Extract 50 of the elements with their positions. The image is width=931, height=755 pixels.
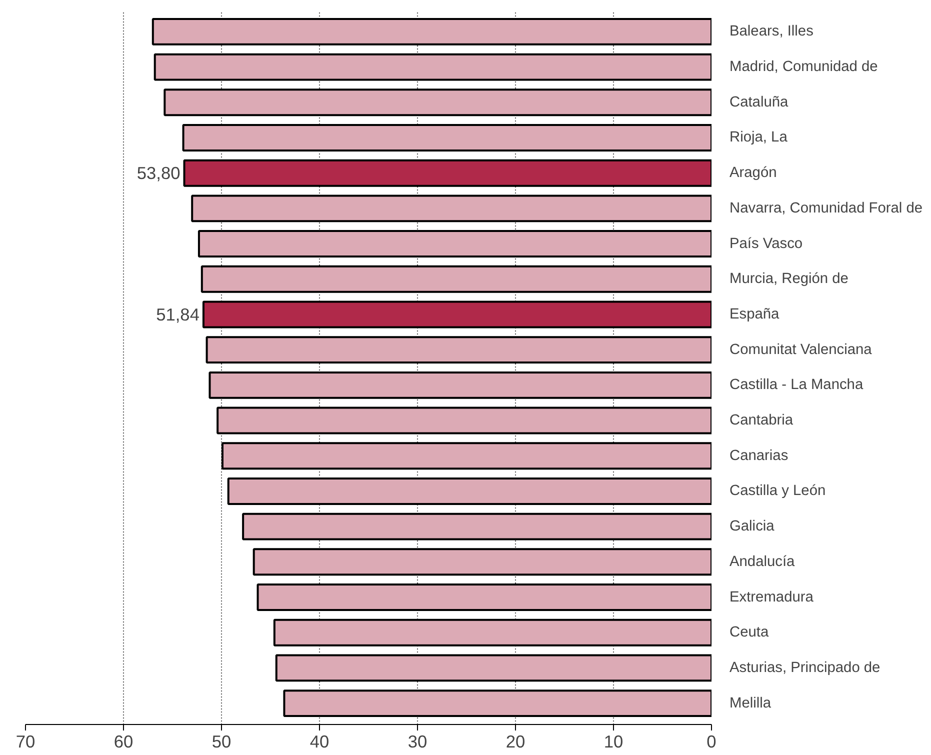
bar (154, 53, 712, 81)
bar (164, 88, 712, 116)
bar (283, 690, 712, 718)
y-tick-label: Canarias (730, 448, 788, 464)
y-tick-label: Castilla - La Mancha (730, 377, 864, 394)
y-tick-label: Andalucía (730, 554, 796, 570)
bar (227, 477, 712, 505)
y-tick-label: Ceuta (730, 624, 770, 641)
bar (206, 336, 712, 364)
y-tick-label: País Vasco (730, 236, 803, 252)
y-tick-label: Extremadura (730, 589, 814, 606)
x-tick-label: 40 (310, 732, 330, 752)
bar (182, 124, 712, 152)
bar (198, 230, 712, 258)
x-tick-label: 0 (706, 732, 716, 752)
y-tick-label: Cataluña (730, 94, 790, 110)
bar (208, 371, 712, 399)
y-tick-label: Aragón (730, 165, 777, 182)
y-tick-label: España (730, 306, 780, 322)
x-tick-label: 70 (16, 732, 36, 752)
y-tick-label: Madrid, Comunidad de (730, 59, 878, 76)
bar (273, 618, 712, 646)
y-tick-label: Melilla (730, 695, 772, 712)
y-tick-label: Rioja, La (730, 130, 788, 146)
x-tick-label: 50 (212, 732, 232, 752)
y-tick-label: Murcia, Región de (730, 271, 848, 288)
data-label: 51,84 (156, 304, 200, 324)
bar (256, 584, 712, 611)
bar (242, 512, 712, 540)
bar (200, 265, 712, 293)
x-tick-label: 20 (506, 732, 526, 752)
y-tick-label: Galicia (730, 518, 776, 535)
bar (221, 442, 712, 470)
bar (216, 406, 712, 434)
y-tick-label: Cantabria (730, 412, 794, 429)
bar (275, 654, 712, 682)
y-tick-label: Asturias, Principado de (730, 660, 880, 676)
x-tick-label: 10 (604, 732, 624, 752)
bar (202, 300, 712, 328)
y-tick-label: Comunitat Valenciana (730, 342, 873, 358)
y-tick-label: Castilla y León (730, 483, 826, 500)
bar (191, 194, 712, 222)
x-tick-label: 30 (408, 732, 428, 752)
x-tick-label: 60 (114, 732, 134, 752)
bar (183, 159, 712, 187)
data-label: 53,80 (136, 163, 180, 184)
bar (152, 18, 712, 46)
bar (252, 548, 712, 576)
y-tick-label: Balears, Illes (730, 24, 814, 40)
y-tick-label: Navarra, Comunidad Foral de (730, 200, 923, 216)
